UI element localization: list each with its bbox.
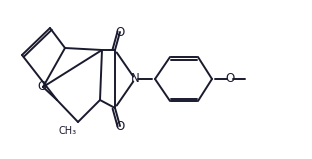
Text: N: N: [131, 73, 139, 86]
Text: CH₃: CH₃: [59, 126, 77, 136]
Text: O: O: [115, 120, 124, 132]
Text: O: O: [115, 25, 124, 38]
Text: O: O: [225, 73, 235, 86]
Text: O: O: [37, 80, 46, 93]
